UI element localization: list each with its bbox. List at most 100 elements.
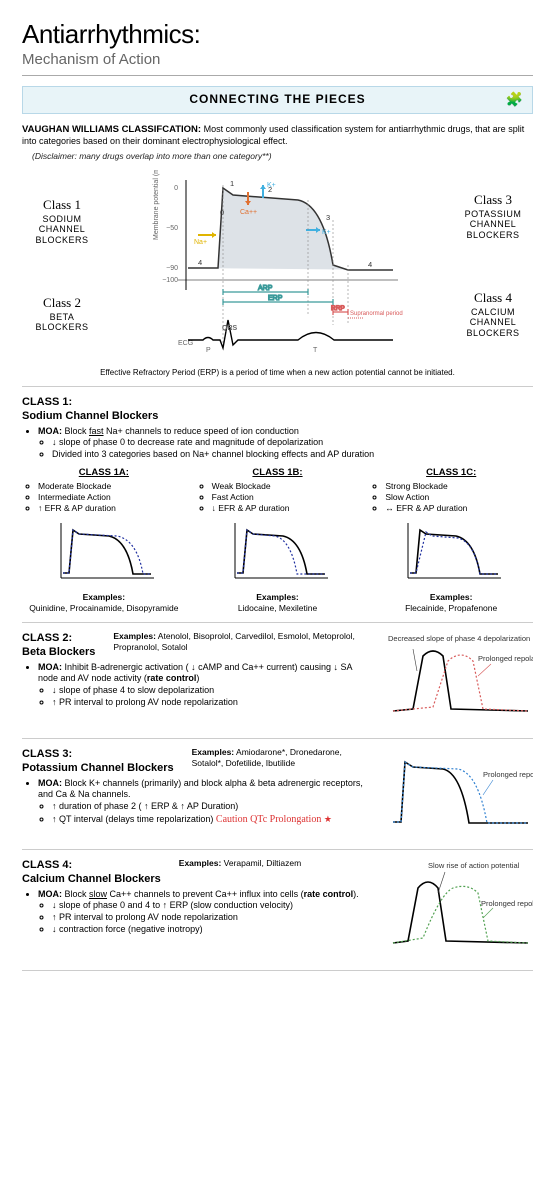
- divider: [22, 622, 533, 623]
- divider: [22, 386, 533, 387]
- class4-sub2: ↑ PR interval to prolong AV node repolar…: [52, 912, 373, 924]
- svg-text:Decreased slope of phase 4 dep: Decreased slope of phase 4 depolarizatio…: [388, 634, 530, 643]
- ex-label: Examples:: [192, 747, 235, 757]
- intro-disclaimer: (Disclaimer: many drugs overlap into mor…: [32, 151, 533, 162]
- class3-section: CLASS 3: Potassium Channel Blockers Exam…: [22, 747, 533, 841]
- class2-section: CLASS 2: Beta Blockers Examples: Atenolo…: [22, 631, 533, 730]
- subclass-1b-chart: [223, 518, 333, 588]
- subclass-1a-title: CLASS 1A:: [22, 467, 186, 479]
- diagram-right-col: Class 3 POTASSIUM CHANNEL BLOCKERS Class…: [453, 192, 533, 338]
- svg-text:T: T: [313, 347, 318, 354]
- subclass-1c-title: CLASS 1C:: [369, 467, 533, 479]
- intro-text: VAUGHAN WILLIAMS CLASSIFCATION: Most com…: [22, 124, 533, 148]
- class3-sub2: ↑ QT interval (delays time repolarizatio…: [52, 814, 213, 824]
- ap-curve: [188, 188, 393, 270]
- svg-text:ERP: ERP: [268, 295, 283, 302]
- subclass-1c-chart: [396, 518, 506, 588]
- svg-text:Prolonged repolarization at AV: Prolonged repolarization at AV node: [481, 899, 533, 908]
- class1-subclass-row: CLASS 1A: Moderate BlockadeIntermediate …: [22, 467, 533, 615]
- class4-label: CLASS 4:: [22, 858, 161, 872]
- svg-text:4: 4: [368, 260, 372, 269]
- moa-label: MOA:: [38, 662, 62, 672]
- subclass-1b: CLASS 1B: Weak BlockadeFast Action↓ EFR …: [196, 467, 360, 615]
- ap-ecg-diagram: 0 −50 −90 −100 Membrane potential (mV) 0…: [108, 170, 447, 360]
- class4-section: CLASS 4: Calcium Channel Blockers Exampl…: [22, 858, 533, 962]
- class3-name: Potassium Channel Blockers: [22, 762, 174, 774]
- class1-sub1: ↓ slope of phase 0 to decrease rate and …: [52, 437, 533, 449]
- class2-name: Beta Blockers: [22, 646, 95, 658]
- class3-label: CLASS 3:: [22, 747, 174, 761]
- page-subtitle: Mechanism of Action: [22, 50, 533, 70]
- class1-moa-list: MOA: Block fast Na+ channels to reduce s…: [22, 426, 533, 461]
- svg-text:RRP: RRP: [331, 305, 345, 312]
- ex-label: Examples:: [113, 631, 156, 641]
- class3-chart: Prolonged repolarization: [383, 747, 533, 841]
- arp-bar: ARP: [223, 285, 308, 295]
- class1-script: Class 1: [22, 197, 102, 214]
- svg-text:−50: −50: [166, 225, 178, 232]
- svg-text:ARP: ARP: [258, 285, 273, 292]
- svg-text:K+: K+: [322, 229, 331, 236]
- moa-label: MOA:: [38, 889, 62, 899]
- svg-text:−100: −100: [162, 277, 178, 284]
- erp-bar: ERP: [223, 295, 333, 305]
- svg-text:Ca++: Ca++: [240, 209, 257, 216]
- svg-text:−90: −90: [166, 265, 178, 272]
- ex-label: Examples:: [22, 592, 186, 603]
- svg-text:1: 1: [230, 179, 234, 188]
- subclass-1c-ex: Flecainide, Propafenone: [369, 603, 533, 614]
- star-icon: ★: [321, 814, 332, 824]
- puzzle-icon: 🧩: [506, 90, 524, 108]
- page-title: Antiarrhythmics:: [22, 18, 533, 52]
- svg-text:ECG: ECG: [178, 340, 193, 347]
- class2-caps: BETA BLOCKERS: [22, 312, 102, 333]
- class3-sub1: ↑ duration of phase 2 ( ↑ ERP & ↑ AP Dur…: [52, 801, 373, 813]
- banner-text: CONNECTING THE PIECES: [189, 92, 365, 106]
- svg-text:K+: K+: [267, 182, 276, 189]
- class2-label: CLASS 2:: [22, 631, 95, 645]
- divider: [22, 738, 533, 739]
- divider: [22, 849, 533, 850]
- class4-ex: Verapamil, Diltiazem: [221, 858, 301, 868]
- erp-note: Effective Refractory Period (ERP) is a p…: [22, 368, 533, 378]
- svg-text:0: 0: [220, 208, 224, 217]
- rrp-bar: RRP: [331, 305, 348, 315]
- class1-name: Sodium Channel Blockers: [22, 410, 533, 422]
- divider: [22, 970, 533, 971]
- class4-sub3: ↓ contraction force (negative inotropy): [52, 924, 373, 936]
- diagram-left-col: Class 1 SODIUM CHANNEL BLOCKERS Class 2 …: [22, 197, 102, 333]
- class4-chart: Slow rise of action potential Prolonged …: [383, 858, 533, 962]
- qt-caution: Caution QTc Prolongation: [216, 814, 321, 825]
- divider: [22, 75, 533, 76]
- class1-caps: SODIUM CHANNEL BLOCKERS: [22, 214, 102, 245]
- subclass-1a: CLASS 1A: Moderate BlockadeIntermediate …: [22, 467, 186, 615]
- class2-sub1: ↓ slope of phase 4 to slow depolarizatio…: [52, 685, 373, 697]
- svg-text:Prolonged repolarization: Prolonged repolarization: [483, 770, 533, 779]
- class1-sub2: Divided into 3 categories based on Na+ c…: [52, 449, 533, 461]
- supra-label: Supranormal period: [348, 311, 403, 318]
- class2-chart: Decreased slope of phase 4 depolarizatio…: [383, 631, 533, 730]
- class4-script: Class 4: [453, 290, 533, 307]
- moa-label: MOA:: [38, 426, 62, 436]
- svg-text:Prolonged repolarization at AV: Prolonged repolarization at AV node: [478, 654, 533, 663]
- connecting-banner: CONNECTING THE PIECES 🧩: [22, 86, 533, 114]
- moa-label: MOA:: [38, 778, 62, 788]
- svg-text:P: P: [206, 347, 211, 354]
- class2-script: Class 2: [22, 295, 102, 312]
- class1-section: CLASS 1: Sodium Channel Blockers: [22, 395, 533, 421]
- class4-name: Calcium Channel Blockers: [22, 873, 161, 885]
- ecg-curve: [188, 320, 393, 348]
- svg-text:3: 3: [326, 213, 330, 222]
- svg-text:Slow rise of action potential: Slow rise of action potential: [428, 861, 520, 870]
- svg-text:0: 0: [174, 185, 178, 192]
- class3-caps: POTASSIUM CHANNEL BLOCKERS: [453, 209, 533, 240]
- ex-label: Examples:: [369, 592, 533, 603]
- subclass-1a-chart: [49, 518, 159, 588]
- na-arrow: Na+: [194, 232, 216, 246]
- page-root: Antiarrhythmics: Mechanism of Action CON…: [0, 0, 555, 997]
- ex-label: Examples:: [179, 858, 222, 868]
- subclass-1c: CLASS 1C: Strong BlockadeSlow Action↔ EF…: [369, 467, 533, 615]
- moa-underline: fast: [89, 426, 104, 436]
- class1-label: CLASS 1:: [22, 395, 533, 409]
- svg-text:Supranormal period: Supranormal period: [350, 311, 403, 317]
